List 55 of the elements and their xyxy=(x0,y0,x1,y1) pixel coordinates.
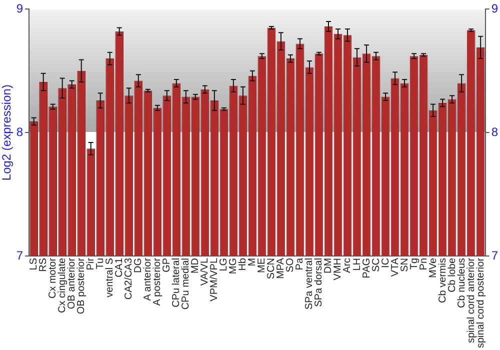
x-tick-label: MPA xyxy=(276,258,287,279)
x-tick-label: Cb vermis xyxy=(437,258,448,303)
x-tick-label: Pn xyxy=(418,258,430,270)
x-tick-label: spinal cord posterior xyxy=(475,257,486,348)
x-tick-label: VMH xyxy=(332,258,344,280)
y-axis-title: Log2 (expression) xyxy=(0,84,14,181)
x-tick-label: LS xyxy=(28,258,40,270)
x-tick-label: VPM/VPL xyxy=(209,258,220,302)
x-tick-label: Cx cingulate xyxy=(57,258,68,313)
x-tick-label: OB posterior xyxy=(76,257,88,314)
x-tick-label: MG xyxy=(228,258,240,274)
y2-tick-label: 7 xyxy=(491,248,498,262)
x-tick-label: Cb lobe xyxy=(446,258,458,292)
x-tick-label: SN xyxy=(399,258,410,272)
x-tick-label: SC xyxy=(370,258,382,272)
x-tick-label: ventral S xyxy=(104,258,116,298)
x-tick-label: SO xyxy=(285,258,296,272)
y2-tick-label: 9 xyxy=(491,2,498,16)
x-tick-label: Arc xyxy=(342,258,354,273)
x-tick-label: GP xyxy=(162,258,173,272)
x-tick-label: Cb nucleus xyxy=(456,258,468,308)
x-tick-label: ME xyxy=(256,258,268,273)
x-tick-label: A anterior xyxy=(142,257,154,301)
x-tick-label: SCN xyxy=(266,258,278,280)
x-tick-label: LH xyxy=(352,258,363,271)
x-tick-label: PAG xyxy=(361,258,372,278)
y-tick-label: 7 xyxy=(16,248,24,262)
x-tick-label: M xyxy=(247,258,258,266)
x-tick-label: Pa xyxy=(294,258,306,270)
x-tick-label: MVe xyxy=(428,258,439,278)
x-tick-label: A posterior xyxy=(152,257,164,306)
x-tick-label: RS xyxy=(38,258,50,272)
y-tick-label: 8 xyxy=(16,124,24,139)
y-tick-label: 9 xyxy=(16,2,24,16)
x-tick-label: VA/VL xyxy=(200,258,211,286)
x-tick-label: DM xyxy=(323,258,334,274)
x-tick-label: CPu medial xyxy=(180,258,192,310)
x-tick-label: spinal cord anterior xyxy=(466,257,477,344)
x-tick-label: Tu xyxy=(95,258,106,270)
x-tick-label: CA1 xyxy=(114,258,126,278)
x-tick-label: CPu lateral xyxy=(171,258,182,308)
x-tick-label: IC xyxy=(380,258,392,268)
y2-tick-label: 8 xyxy=(491,124,498,139)
x-tick-label: SPa ventral xyxy=(304,258,316,310)
x-tick-label: MD xyxy=(190,258,202,274)
x-tick-label: OB anterior xyxy=(66,257,78,310)
x-tick-label: LG xyxy=(218,258,230,272)
x-tick-label: Cx motor xyxy=(48,257,59,299)
x-tick-label: Hb xyxy=(238,258,249,271)
x-tick-label: VTA xyxy=(390,258,401,277)
x-tick-label: SPa dorsal xyxy=(314,258,325,307)
x-tick-label: CA2/CA3 xyxy=(124,258,135,300)
x-tick-label: Tg xyxy=(408,258,420,270)
x-tick-label: DG xyxy=(133,258,144,273)
x-tick-label: Pir xyxy=(86,257,97,270)
